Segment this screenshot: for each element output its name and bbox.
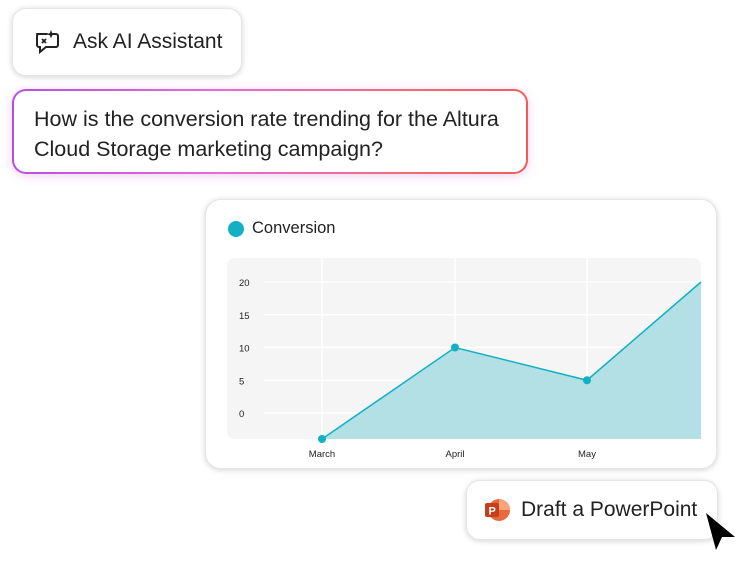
svg-text:P: P	[489, 506, 496, 518]
y-tick-label: 5	[239, 376, 244, 387]
x-tick-label: April	[445, 449, 464, 460]
y-tick-label: 15	[239, 311, 250, 322]
draft-powerpoint-button[interactable]: P Draft a PowerPoint	[466, 480, 718, 540]
ask-ai-assistant-button[interactable]: Ask AI Assistant	[12, 8, 242, 76]
x-tick-label: May	[578, 449, 596, 460]
conversion-chart: 0 5 10 15 20 March April May	[227, 258, 702, 460]
ask-ai-assistant-label: Ask AI Assistant	[73, 30, 223, 53]
legend-label: Conversion	[252, 219, 336, 237]
ai-chat-sparkle-icon	[36, 30, 59, 55]
y-tick-label: 10	[239, 344, 250, 355]
series-line	[321, 281, 702, 440]
draft-powerpoint-label: Draft a PowerPoint	[521, 498, 698, 521]
x-tick-label: March	[309, 449, 335, 460]
prompt-text: How is the conversion rate trending for …	[14, 91, 526, 172]
area-fill	[322, 282, 701, 439]
chart-legend: Conversion	[228, 219, 335, 238]
y-tick-label: 0	[239, 409, 244, 420]
data-point	[583, 376, 591, 385]
mouse-cursor-icon	[706, 513, 735, 550]
prompt-bubble: How is the conversion rate trending for …	[12, 89, 528, 174]
data-point	[451, 343, 459, 352]
conversion-chart-card: Conversion 0 5 10 15 20 March April May	[205, 199, 717, 469]
y-tick-label: 20	[239, 278, 250, 289]
data-point	[318, 435, 326, 443]
powerpoint-icon: P	[485, 499, 510, 521]
legend-swatch	[228, 220, 244, 237]
